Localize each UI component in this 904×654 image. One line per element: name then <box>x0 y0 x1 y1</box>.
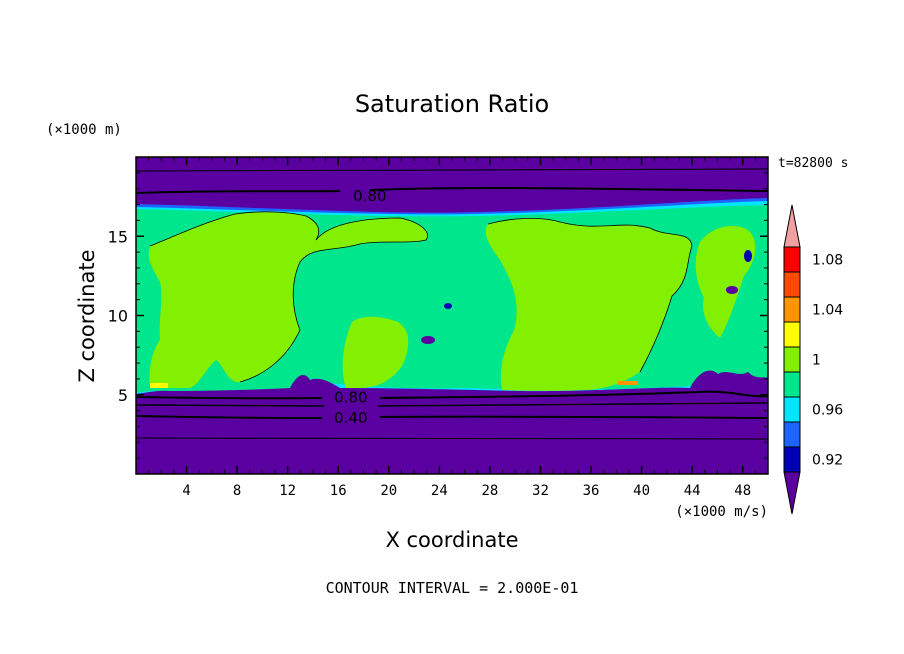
contour-label: 0.80 <box>353 187 386 205</box>
y-tick-label: 5 <box>118 386 128 405</box>
colorbar: 0.92 0.96 1 1.04 1.08 <box>783 204 843 515</box>
contour-interval-footer: CONTOUR INTERVAL = 2.000E-01 <box>326 579 579 597</box>
colorbar-swatch <box>783 396 801 423</box>
colorbar-upper-extension <box>783 204 801 248</box>
contour-line-mid-1 <box>136 390 768 400</box>
time-label: t=82800 s <box>778 156 848 171</box>
y-tick-label: 15 <box>108 227 128 246</box>
field-region-lime-left <box>148 211 428 388</box>
x-tick-label: 4 <box>182 483 190 499</box>
colorbar-swatch <box>783 321 801 348</box>
x-tick-label: 16 <box>330 483 347 499</box>
colorbar-tick-label: 0.96 <box>812 403 843 419</box>
x-tick-label: 24 <box>431 483 448 499</box>
field-spot-orange <box>618 381 638 385</box>
contour-labels: 0.80 0.80 0.40 <box>334 187 386 427</box>
contour-line-low-2 <box>136 437 768 440</box>
chart-title: Saturation Ratio <box>355 90 549 118</box>
x-tick-label: 44 <box>684 483 701 499</box>
x-tick-label: 40 <box>633 483 650 499</box>
colorbar-tick-label: 1 <box>812 353 821 369</box>
colorbar-swatch <box>783 421 801 448</box>
field-anomaly-4 <box>444 303 452 309</box>
contour-line-green-edge <box>149 211 428 383</box>
x-unit-label: (×1000 m/s) <box>675 504 768 520</box>
y-tick-label: 10 <box>108 307 128 326</box>
field-region-lime-center <box>342 316 409 388</box>
contour-line-low-1 <box>136 415 768 419</box>
field-region-lime-right <box>485 218 692 391</box>
x-axis-label: X coordinate <box>385 528 518 552</box>
field-anomaly-3 <box>744 250 752 262</box>
field-region-lime-far-right <box>695 226 756 338</box>
y-unit-label: (×1000 m) <box>46 122 122 138</box>
colorbar-swatch <box>783 246 801 273</box>
x-tick-label: 12 <box>279 483 296 499</box>
x-tick-label: 36 <box>583 483 600 499</box>
colorbar-tick-label: 1.04 <box>812 303 843 319</box>
contour-line-mid-2 <box>136 402 768 407</box>
x-tick-label: 8 <box>233 483 241 499</box>
colorbar-swatch <box>783 296 801 323</box>
y-axis-label: Z coordinate <box>75 249 99 382</box>
contour-line-green-edge-right <box>487 217 693 373</box>
field-anomaly-2 <box>726 286 738 294</box>
x-tick-label: 20 <box>380 483 397 499</box>
contour-label: 0.80 <box>334 388 367 406</box>
colorbar-swatch <box>783 271 801 298</box>
colorbar-swatch <box>783 371 801 398</box>
contour-line-top-2 <box>136 187 768 194</box>
x-axis: 4 8 12 16 20 24 28 32 36 40 44 48 <box>148 157 756 499</box>
colorbar-tick-label: 1.08 <box>812 253 843 269</box>
colorbar-swatch <box>783 446 801 473</box>
x-tick-label: 28 <box>481 483 498 499</box>
colorbar-tick-label: 0.92 <box>812 453 843 469</box>
contour-field <box>136 157 768 474</box>
field-region-lower-dry <box>136 370 768 474</box>
x-tick-label: 32 <box>532 483 549 499</box>
field-spot-yellow <box>150 383 168 388</box>
x-tick-label: 48 <box>734 483 751 499</box>
field-anomaly-1 <box>421 336 435 344</box>
contour-label: 0.40 <box>334 409 367 427</box>
contour-line-top-1 <box>136 168 768 172</box>
colorbar-lower-extension <box>783 471 801 515</box>
colorbar-swatch <box>783 346 801 373</box>
y-axis: 5 10 15 <box>108 172 768 459</box>
